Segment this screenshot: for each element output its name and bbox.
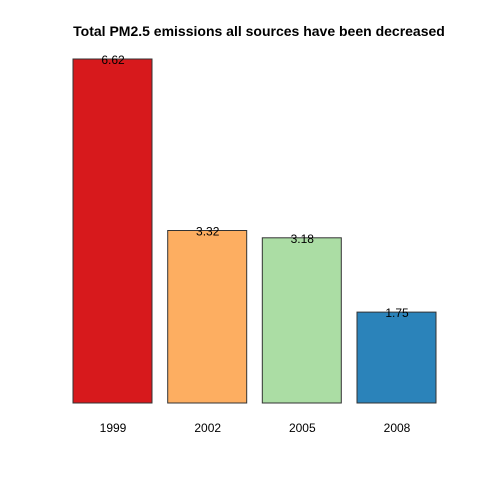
data-label-2008: 1.75 (385, 306, 409, 320)
x-tick-label-1999: 1999 (100, 421, 127, 435)
data-label-2005: 3.18 (291, 232, 315, 246)
bar-1999 (72, 58, 153, 404)
data-labels-group: 6.62 3.32 3.18 1.75 (101, 53, 409, 320)
x-tick-label-2005: 2005 (289, 421, 316, 435)
chart-title: Total PM2.5 emissions all sources have b… (73, 23, 445, 39)
bar-2008 (356, 311, 437, 404)
data-label-1999: 6.62 (101, 53, 125, 67)
bars-group (72, 58, 437, 404)
x-tick-labels-group: 1999 2002 2005 2008 (100, 421, 411, 435)
data-label-2002: 3.32 (196, 225, 220, 239)
x-tick-label-2008: 2008 (384, 421, 411, 435)
bar-2005 (261, 237, 342, 404)
bar-2002 (167, 230, 248, 404)
x-tick-label-2002: 2002 (194, 421, 221, 435)
